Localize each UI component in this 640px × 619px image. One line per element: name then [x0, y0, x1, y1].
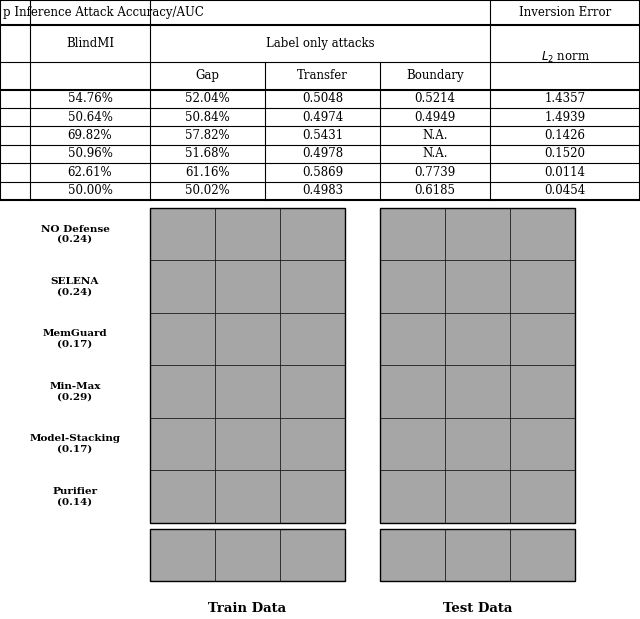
Text: 0.0114: 0.0114 [545, 166, 586, 179]
Text: 0.4978: 0.4978 [302, 147, 343, 160]
Text: N.A.: N.A. [422, 147, 448, 160]
Text: Label only attacks: Label only attacks [266, 37, 374, 50]
Text: 0.1520: 0.1520 [545, 147, 586, 160]
Text: 0.5431: 0.5431 [302, 129, 343, 142]
Text: Train Data: Train Data [209, 602, 287, 615]
Text: 0.0454: 0.0454 [545, 184, 586, 197]
Text: 0.5869: 0.5869 [302, 166, 343, 179]
Text: 0.6185: 0.6185 [415, 184, 456, 197]
Text: MemGuard
(0.17): MemGuard (0.17) [43, 329, 108, 348]
Text: 0.4974: 0.4974 [302, 111, 343, 124]
Text: 51.68%: 51.68% [185, 147, 230, 160]
Text: NO Defense
(0.24): NO Defense (0.24) [40, 225, 109, 244]
Text: 61.16%: 61.16% [185, 166, 230, 179]
Text: 62.61%: 62.61% [68, 166, 112, 179]
Text: 0.4983: 0.4983 [302, 184, 343, 197]
Text: 69.82%: 69.82% [68, 129, 112, 142]
Text: Gap: Gap [195, 69, 220, 82]
Text: 1.4357: 1.4357 [545, 92, 586, 105]
Text: 0.5048: 0.5048 [302, 92, 343, 105]
Text: BlindMI: BlindMI [66, 37, 114, 50]
Text: 52.04%: 52.04% [185, 92, 230, 105]
Text: Boundary: Boundary [406, 69, 464, 82]
Text: 1.4939: 1.4939 [545, 111, 586, 124]
Text: 50.00%: 50.00% [68, 184, 113, 197]
Text: Min-Max
(0.29): Min-Max (0.29) [49, 382, 100, 401]
Text: p Inference Attack Accuracy/AUC: p Inference Attack Accuracy/AUC [3, 6, 204, 19]
Text: 50.64%: 50.64% [68, 111, 113, 124]
Text: Test Data: Test Data [443, 602, 512, 615]
Text: Inversion Error: Inversion Error [519, 6, 611, 19]
Text: 50.96%: 50.96% [68, 147, 113, 160]
Text: 54.76%: 54.76% [68, 92, 113, 105]
Text: 57.82%: 57.82% [185, 129, 230, 142]
Text: 50.84%: 50.84% [185, 111, 230, 124]
Text: N.A.: N.A. [422, 129, 448, 142]
Text: Model-Stacking
(0.17): Model-Stacking (0.17) [29, 435, 120, 454]
Text: 0.1426: 0.1426 [545, 129, 586, 142]
Text: $L_2$ norm: $L_2$ norm [541, 50, 589, 65]
Text: 0.4949: 0.4949 [414, 111, 456, 124]
Text: SELENA
(0.24): SELENA (0.24) [51, 277, 99, 297]
Text: 0.5214: 0.5214 [415, 92, 456, 105]
Text: Purifier
(0.14): Purifier (0.14) [52, 487, 97, 506]
Text: Transfer: Transfer [297, 69, 348, 82]
Text: 0.7739: 0.7739 [414, 166, 456, 179]
Text: 50.02%: 50.02% [185, 184, 230, 197]
